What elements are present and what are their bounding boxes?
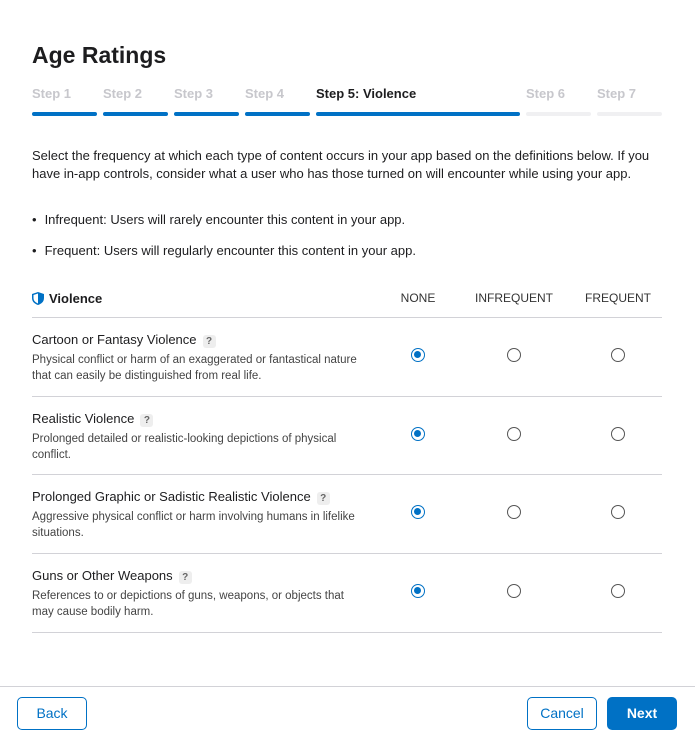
step: Step 5: Violence — [316, 86, 520, 116]
row-name: Realistic Violence? — [32, 411, 154, 427]
step-bar — [103, 112, 168, 116]
step-bar — [245, 112, 310, 116]
radio-button[interactable] — [507, 583, 521, 598]
column-header: FREQUENT — [585, 291, 651, 305]
row-description: References to or depictions of guns, wea… — [32, 589, 344, 618]
bullet-item: Frequent: Users will regularly encounter… — [32, 243, 416, 274]
rating-row: Guns or Other Weapons? References to or d… — [32, 552, 662, 633]
radio-button[interactable] — [611, 583, 625, 598]
help-icon[interactable]: ? — [178, 570, 192, 584]
step-bar — [597, 112, 662, 116]
step: Step 7 — [597, 86, 662, 116]
rating-row: Cartoon or Fantasy Violence? Physical con… — [32, 317, 662, 396]
step-label: Step 6 — [526, 86, 566, 101]
bullet-item: Infrequent: Users will rarely encounter … — [32, 212, 416, 243]
step: Step 1 — [32, 86, 97, 116]
radio-button[interactable] — [611, 426, 625, 441]
footer-divider — [0, 686, 695, 687]
radio-button[interactable] — [411, 583, 425, 598]
step: Step 4 — [245, 86, 310, 116]
row-description: Prolonged detailed or realistic-looking … — [32, 432, 337, 461]
radio-button[interactable] — [411, 348, 425, 362]
definition-list: Infrequent: Users will rarely encounter … — [32, 212, 416, 274]
table-title: Violence — [49, 291, 103, 306]
step-label: Step 7 — [597, 86, 637, 101]
cancel-button[interactable]: Cancel — [527, 697, 597, 730]
radio-button[interactable] — [611, 505, 625, 519]
radio-button[interactable] — [611, 348, 625, 362]
step-label: Step 2 — [103, 86, 143, 101]
step: Step 6 — [526, 86, 591, 116]
help-icon[interactable]: ? — [140, 413, 154, 427]
back-button[interactable]: Back — [17, 697, 87, 730]
step: Step 3 — [174, 86, 239, 116]
next-button[interactable]: Next — [607, 697, 677, 730]
column-header: NONE — [400, 291, 436, 305]
row-name: Prolonged Graphic or Sadistic Realistic … — [32, 489, 330, 505]
column-header: INFREQUENT — [475, 291, 553, 305]
step-bar — [526, 112, 591, 116]
page-title: Age Ratings — [32, 42, 167, 68]
step-label: Step 1 — [32, 86, 72, 101]
step-label: Step 4 — [245, 86, 285, 101]
row-description: Aggressive physical conflict or harm inv… — [32, 511, 355, 539]
radio-button[interactable] — [507, 505, 521, 519]
row-name: Guns or Other Weapons? — [32, 568, 192, 584]
radio-button[interactable] — [411, 505, 425, 519]
rating-row: Prolonged Graphic or Sadistic Realistic … — [32, 474, 662, 553]
step-label: Step 5: Violence — [316, 86, 417, 101]
radio-button[interactable] — [411, 426, 425, 441]
shield-icon — [32, 292, 44, 305]
rating-row: Realistic Violence? Prolonged detailed or… — [32, 395, 662, 475]
step-label: Step 3 — [174, 86, 214, 101]
step-bar — [316, 112, 520, 116]
step-bar — [174, 112, 239, 116]
row-description: Physical conflict or harm of an exaggera… — [32, 354, 357, 382]
step-bar — [32, 112, 97, 116]
radio-button[interactable] — [507, 348, 521, 362]
intro-text: Select the frequency at which each type … — [32, 148, 650, 181]
help-icon[interactable]: ? — [316, 492, 330, 505]
step: Step 2 — [103, 86, 168, 116]
radio-button[interactable] — [507, 426, 521, 441]
help-icon[interactable]: ? — [202, 335, 216, 348]
row-name: Cartoon or Fantasy Violence? — [32, 332, 216, 348]
